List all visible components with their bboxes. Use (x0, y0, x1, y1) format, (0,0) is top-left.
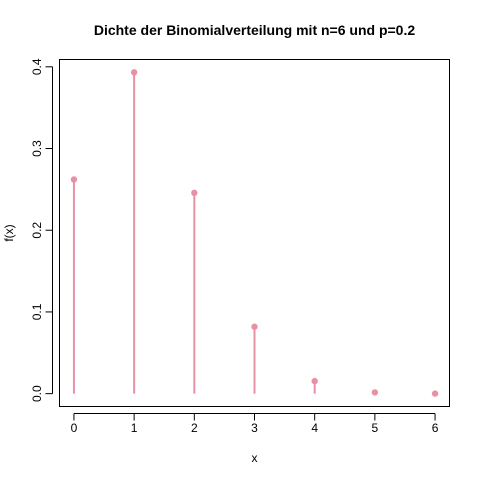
x-tick-label: 2 (191, 421, 198, 435)
data-point (371, 389, 379, 396)
data-point (431, 390, 439, 397)
x-tick-label: 5 (372, 421, 379, 435)
x-axis: 0 1 2 3 4 5 6 (71, 413, 439, 435)
x-axis-label: x (252, 451, 258, 465)
stem-series (70, 69, 439, 397)
data-point (70, 176, 78, 183)
data-point (191, 189, 198, 197)
y-tick-label: 0.0 (30, 385, 44, 402)
y-tick-label: 0.2 (30, 222, 44, 239)
y-axis-label: f(x) (2, 224, 16, 241)
data-point (251, 323, 258, 330)
y-axis: 0.0 0.1 0.2 0.3 0.4 (30, 58, 53, 402)
chart-title: Dichte der Binomialverteilung mit n=6 un… (94, 22, 416, 38)
x-tick-label: 1 (131, 421, 138, 435)
plot-box (59, 59, 450, 407)
data-point (130, 69, 138, 76)
x-tick-label: 6 (432, 421, 439, 435)
x-tick-label: 0 (71, 421, 78, 435)
y-tick-label: 0.3 (30, 140, 44, 157)
data-point (311, 377, 318, 385)
y-tick-label: 0.4 (30, 58, 44, 75)
x-tick-label: 3 (251, 421, 258, 435)
x-tick-label: 4 (311, 421, 318, 435)
y-tick-label: 0.1 (30, 303, 44, 320)
